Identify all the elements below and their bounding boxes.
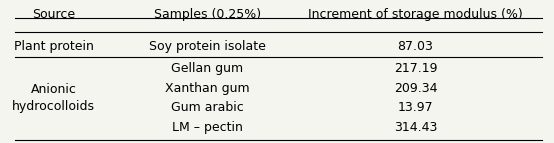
Text: Increment of storage modulus (%): Increment of storage modulus (%) xyxy=(308,8,523,20)
Text: 87.03: 87.03 xyxy=(398,40,433,53)
Text: Anionic
hydrocolloids: Anionic hydrocolloids xyxy=(12,83,95,113)
Text: Samples (0.25%): Samples (0.25%) xyxy=(153,8,261,20)
Text: LM – pectin: LM – pectin xyxy=(172,121,243,134)
Text: 217.19: 217.19 xyxy=(394,62,437,75)
Text: 209.34: 209.34 xyxy=(394,82,437,95)
Text: Soy protein isolate: Soy protein isolate xyxy=(148,40,265,53)
Text: 314.43: 314.43 xyxy=(394,121,437,134)
Text: Gum arabic: Gum arabic xyxy=(171,101,244,114)
Text: Source: Source xyxy=(32,8,75,20)
Text: 13.97: 13.97 xyxy=(398,101,433,114)
Text: Plant protein: Plant protein xyxy=(14,40,94,53)
Text: Xanthan gum: Xanthan gum xyxy=(165,82,249,95)
Text: Gellan gum: Gellan gum xyxy=(171,62,243,75)
